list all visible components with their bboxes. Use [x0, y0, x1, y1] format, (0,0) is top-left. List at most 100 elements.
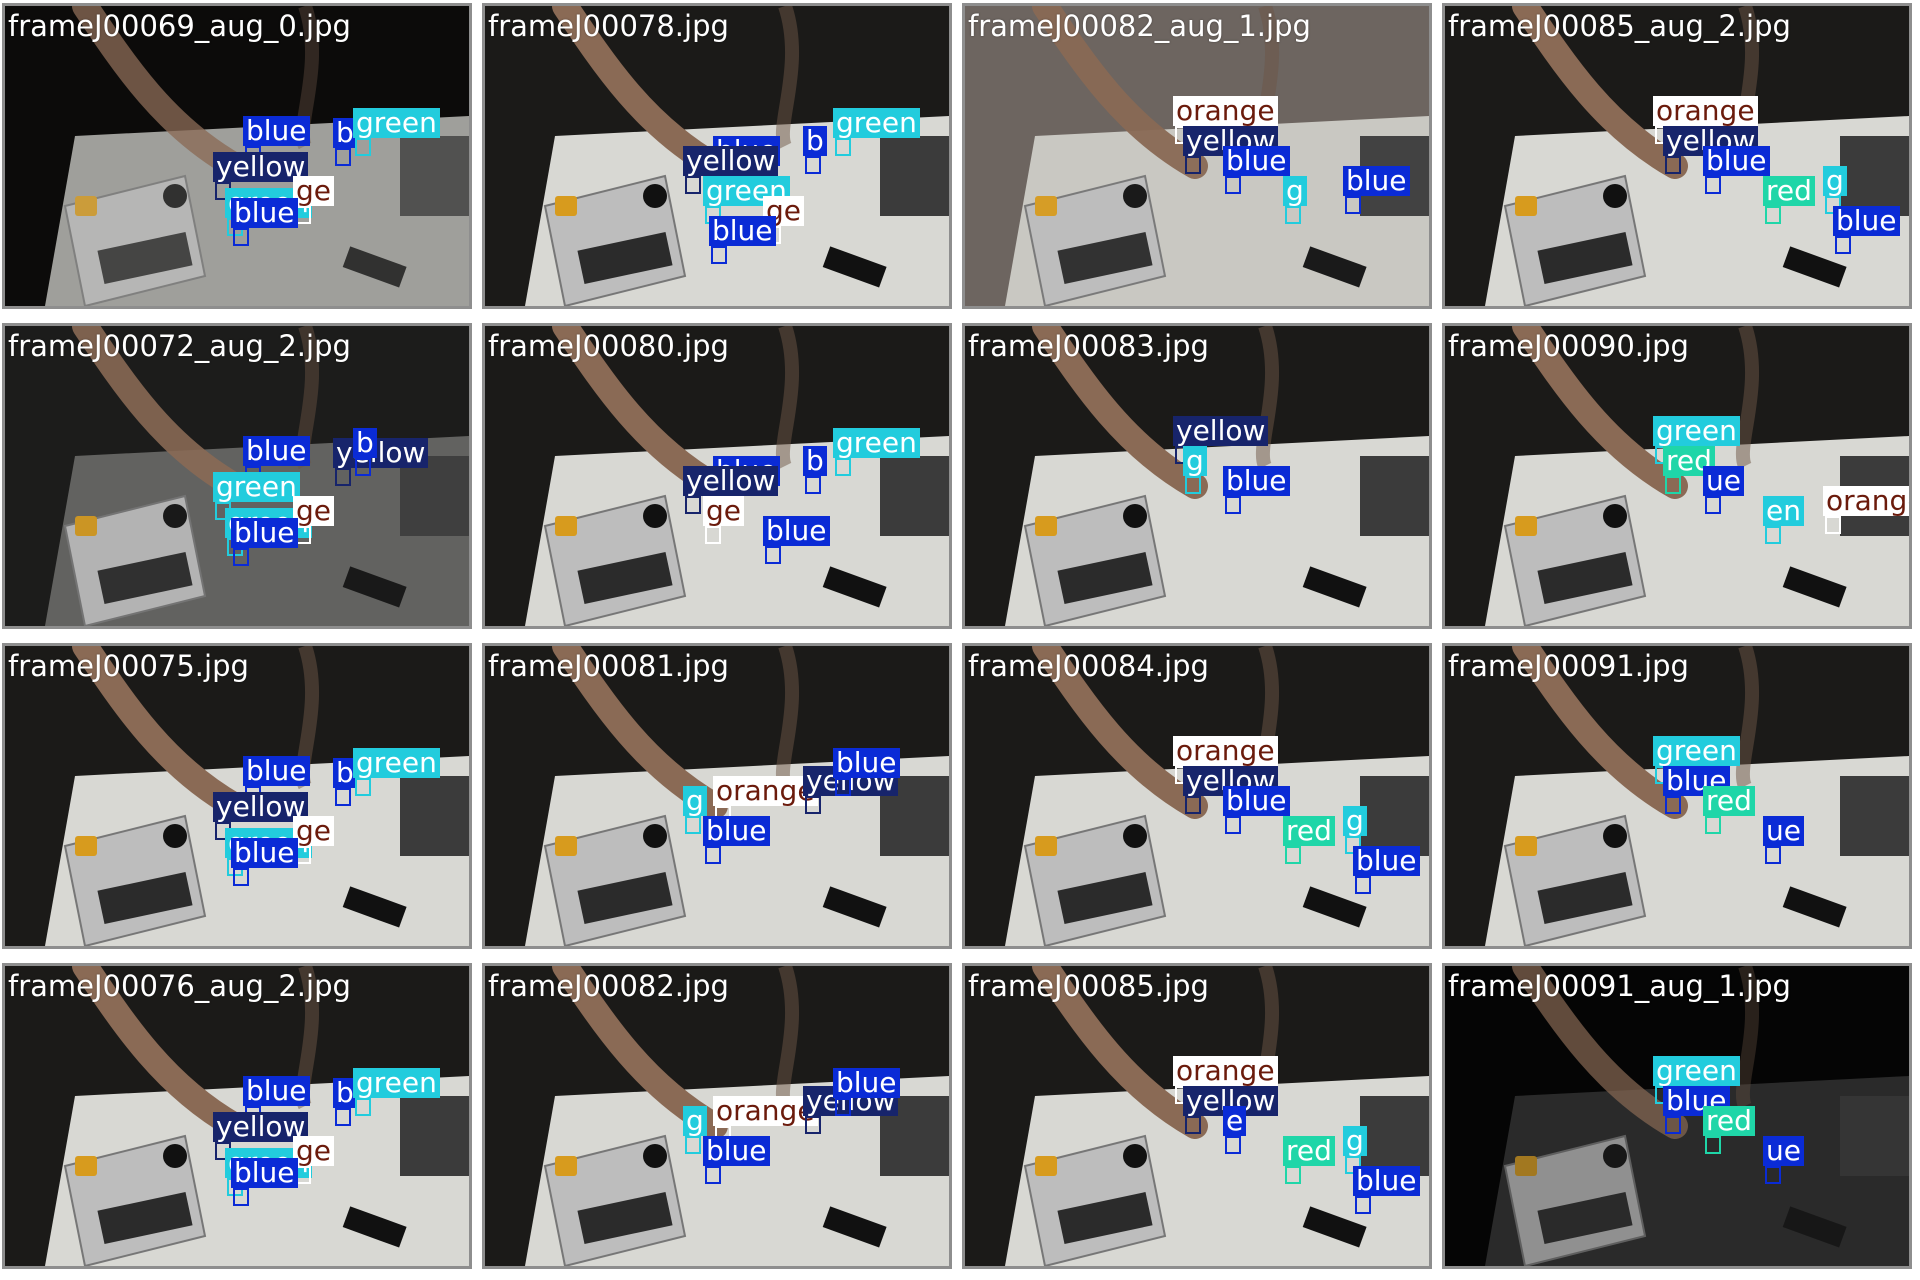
tile-filename: frameJ00091.jpg	[1448, 649, 1689, 683]
bounding-box	[1285, 1166, 1301, 1184]
bounding-box	[835, 138, 851, 156]
detection-green: g	[683, 1106, 707, 1154]
detection-blue: b	[803, 446, 827, 494]
detection-orange: orange	[1173, 736, 1278, 784]
bounding-box	[1285, 846, 1301, 864]
image-tile: frameJ00075.jpgbluebgreenyellowgreengebl…	[2, 643, 472, 949]
bounding-box	[1665, 476, 1681, 494]
tile-filename: frameJ00085_aug_2.jpg	[1448, 9, 1791, 43]
bounding-box	[1355, 876, 1371, 894]
detection-orange: orange	[1653, 96, 1758, 144]
detection-label: ue	[1703, 466, 1744, 496]
detection-blue: blue	[1223, 786, 1290, 834]
detection-label: blue	[833, 1068, 900, 1098]
detection-label: blue	[703, 816, 770, 846]
detection-label: green	[353, 1068, 440, 1098]
camera-frame	[485, 966, 949, 1266]
detection-label: ge	[293, 176, 334, 206]
bounding-box	[1835, 236, 1851, 254]
bounding-box	[355, 458, 371, 476]
detection-label: g	[1183, 446, 1207, 476]
bounding-box	[705, 846, 721, 864]
detection-label: blue	[1343, 166, 1410, 196]
detection-red: red	[1283, 816, 1335, 864]
detection-label: orange	[1653, 96, 1758, 126]
detection-blue: blue	[703, 1136, 770, 1184]
detection-label: red	[1283, 816, 1335, 846]
bounding-box	[1665, 796, 1681, 814]
detection-label: b	[803, 446, 827, 476]
bounding-box	[1225, 176, 1241, 194]
detection-label: ue	[1763, 1136, 1804, 1166]
detection-label: g	[1283, 176, 1307, 206]
bounding-box	[335, 468, 351, 486]
detection-blue: blue	[1223, 466, 1290, 514]
detection-blue: blue	[243, 116, 310, 164]
detection-label: g	[1343, 806, 1367, 836]
detection-blue: blue	[231, 838, 298, 886]
bounding-box	[1705, 496, 1721, 514]
detection-green: green	[353, 1068, 440, 1116]
bounding-box	[1765, 1166, 1781, 1184]
bounding-box	[355, 138, 371, 156]
tile-filename: frameJ00084.jpg	[968, 649, 1209, 683]
detection-label: green	[353, 108, 440, 138]
detection-label: blue	[231, 838, 298, 868]
detection-orange: ge	[703, 496, 744, 544]
bounding-box	[1355, 1196, 1371, 1214]
detection-yellow: yellow	[1663, 126, 1759, 174]
bounding-box	[805, 796, 821, 814]
bounding-box	[705, 526, 721, 544]
bounding-box	[1765, 526, 1781, 544]
bounding-box	[685, 176, 701, 194]
detection-yellow: yellow	[803, 766, 899, 814]
image-tile: frameJ00083.jpg yellow g blue	[962, 323, 1432, 629]
detection-green: green	[213, 472, 300, 520]
image-tile: frameJ00085_aug_2.jpg orange yellow blue red…	[1442, 3, 1912, 309]
detection-label: yellow	[333, 438, 429, 468]
detection-label: orange	[1823, 486, 1909, 516]
detection-label: red	[1703, 1106, 1755, 1136]
tile-filename: frameJ00091_aug_1.jpg	[1448, 969, 1791, 1003]
tile-filename: frameJ00082.jpg	[488, 969, 729, 1003]
image-tile: frameJ00076_aug_2.jpgbluebgreenyellowgre…	[2, 963, 472, 1269]
detection-blue: blue	[833, 1068, 900, 1116]
camera-frame	[1445, 326, 1909, 626]
detection-green: green	[1653, 416, 1740, 464]
detection-blue: blue	[1663, 766, 1730, 814]
detection-label: red	[1283, 1136, 1335, 1166]
detection-blue: ue	[1763, 1136, 1804, 1184]
camera-frame	[965, 646, 1429, 946]
detection-label: b	[353, 428, 377, 458]
bounding-box	[335, 1108, 351, 1126]
tile-filename: frameJ00081.jpg	[488, 649, 729, 683]
bounding-box	[1225, 1136, 1241, 1154]
detection-blue: ue	[1703, 466, 1744, 514]
detection-label: green	[353, 748, 440, 778]
image-tile: frameJ00078.jpgbluebgreenyellowgreengebl…	[482, 3, 952, 309]
detection-blue: blue	[1833, 206, 1900, 254]
bounding-box	[1345, 196, 1361, 214]
bounding-box	[233, 548, 249, 566]
bounding-box	[685, 496, 701, 514]
detection-label: yellow	[1173, 416, 1269, 446]
detection-red: red	[1703, 786, 1755, 834]
detection-label: orange	[713, 1096, 818, 1126]
detection-red: red	[1703, 1106, 1755, 1154]
detection-label: blue	[1353, 846, 1420, 876]
detection-orange: orange	[713, 1096, 818, 1144]
bounding-box	[1705, 816, 1721, 834]
tile-filename: frameJ00080.jpg	[488, 329, 729, 363]
detection-green: g	[1343, 1126, 1367, 1174]
detection-red: red	[1663, 446, 1715, 494]
tile-filename: frameJ00085.jpg	[968, 969, 1209, 1003]
detection-yellow: yellow	[1183, 766, 1279, 814]
detection-yellow: yellow	[803, 1086, 899, 1134]
detection-blue: blue	[709, 216, 776, 264]
detection-label: blue	[763, 516, 830, 546]
detection-label: blue	[243, 1076, 310, 1106]
image-tile: frameJ00091_aug_1.jpg green blue red ue	[1442, 963, 1912, 1269]
detection-label: blue	[231, 1158, 298, 1188]
detection-label: orange	[1173, 1056, 1278, 1086]
detection-blue: e	[1223, 1106, 1247, 1154]
